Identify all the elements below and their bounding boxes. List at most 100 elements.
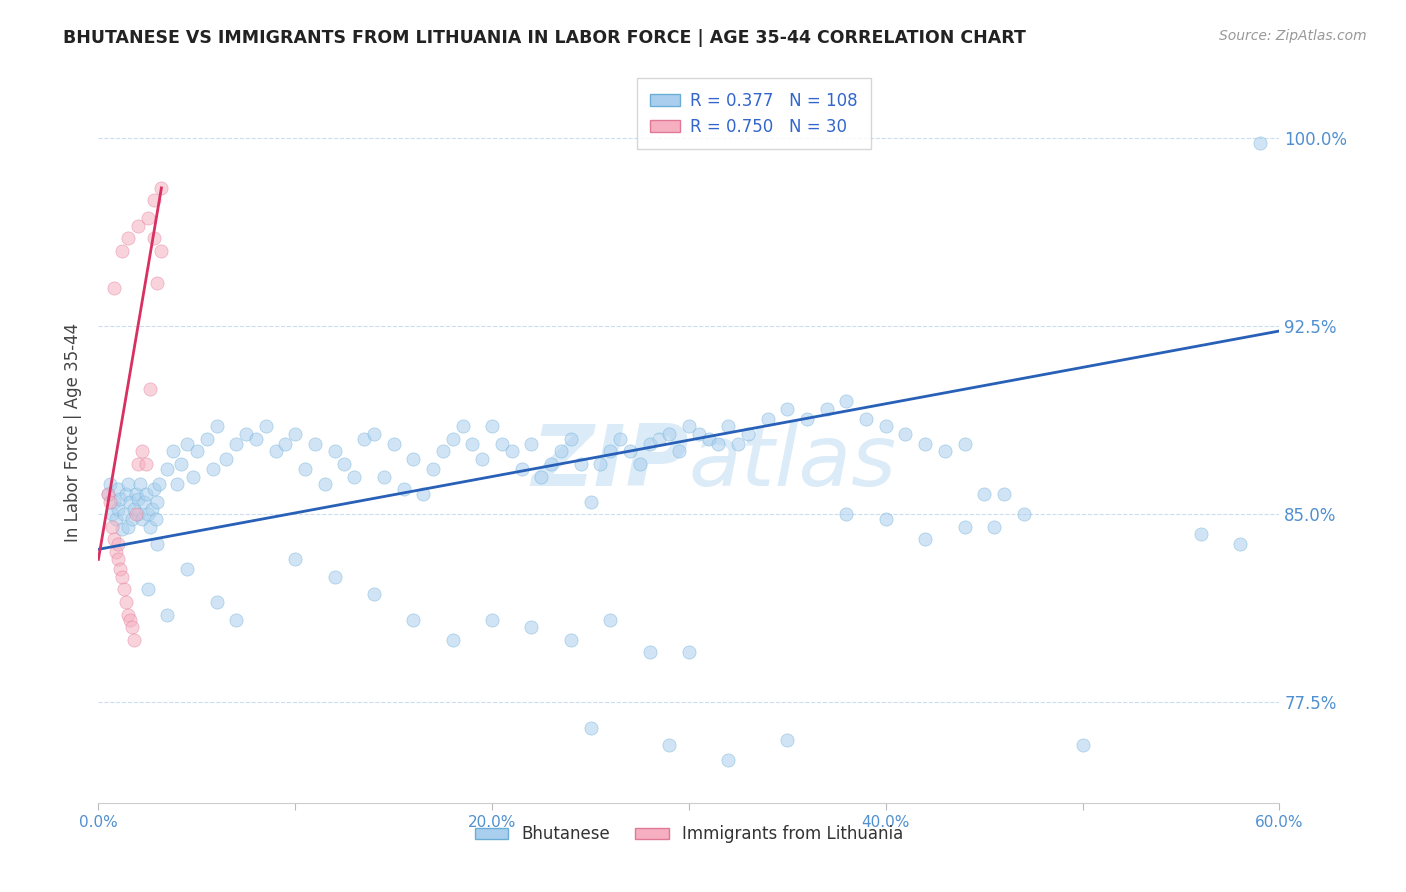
- Point: [225, 437, 247, 451]
- Point: [717, 753, 740, 767]
- Point: [111, 570, 134, 584]
- Point: [323, 570, 346, 584]
- Point: [678, 419, 700, 434]
- Point: [481, 419, 503, 434]
- Point: [756, 412, 779, 426]
- Point: [481, 613, 503, 627]
- Point: [363, 426, 385, 441]
- Point: [131, 512, 153, 526]
- Point: [560, 632, 582, 647]
- Point: [121, 620, 143, 634]
- Point: [638, 645, 661, 659]
- Point: [205, 595, 228, 609]
- Point: [176, 562, 198, 576]
- Point: [323, 444, 346, 458]
- Point: [142, 194, 165, 208]
- Point: [1249, 136, 1271, 150]
- Point: [245, 432, 267, 446]
- Point: [117, 607, 139, 622]
- Point: [382, 437, 405, 451]
- Text: ZIP: ZIP: [531, 421, 689, 504]
- Point: [142, 231, 165, 245]
- Point: [150, 244, 173, 258]
- Point: [128, 477, 150, 491]
- Point: [166, 477, 188, 491]
- Point: [796, 412, 818, 426]
- Point: [619, 444, 641, 458]
- Point: [127, 492, 149, 507]
- Point: [142, 482, 165, 496]
- Point: [353, 432, 375, 446]
- Point: [117, 231, 139, 245]
- Point: [127, 507, 149, 521]
- Point: [402, 613, 425, 627]
- Point: [107, 502, 129, 516]
- Point: [284, 552, 307, 566]
- Point: [894, 426, 917, 441]
- Point: [973, 487, 995, 501]
- Point: [776, 733, 799, 747]
- Point: [127, 219, 149, 233]
- Point: [225, 613, 247, 627]
- Point: [501, 444, 523, 458]
- Point: [101, 507, 124, 521]
- Point: [658, 738, 681, 752]
- Point: [145, 512, 167, 526]
- Point: [136, 507, 159, 521]
- Point: [530, 469, 553, 483]
- Point: [835, 507, 858, 521]
- Point: [135, 487, 157, 501]
- Point: [373, 469, 395, 483]
- Point: [107, 552, 129, 566]
- Point: [107, 482, 129, 496]
- Point: [105, 512, 128, 526]
- Point: [432, 444, 454, 458]
- Point: [441, 632, 464, 647]
- Point: [599, 444, 621, 458]
- Point: [135, 457, 157, 471]
- Point: [274, 437, 297, 451]
- Point: [491, 437, 513, 451]
- Point: [363, 587, 385, 601]
- Point: [609, 432, 631, 446]
- Point: [146, 494, 169, 508]
- Point: [914, 437, 936, 451]
- Point: [156, 607, 179, 622]
- Point: [727, 437, 749, 451]
- Point: [132, 494, 155, 508]
- Point: [648, 432, 671, 446]
- Point: [117, 520, 139, 534]
- Point: [678, 645, 700, 659]
- Point: [115, 487, 138, 501]
- Point: [98, 494, 121, 508]
- Point: [150, 181, 173, 195]
- Point: [983, 520, 1005, 534]
- Point: [314, 477, 336, 491]
- Point: [97, 487, 120, 501]
- Point: [560, 432, 582, 446]
- Point: [186, 444, 208, 458]
- Text: BHUTANESE VS IMMIGRANTS FROM LITHUANIA IN LABOR FORCE | AGE 35-44 CORRELATION CH: BHUTANESE VS IMMIGRANTS FROM LITHUANIA I…: [63, 29, 1026, 46]
- Point: [599, 613, 621, 627]
- Point: [127, 457, 149, 471]
- Point: [717, 419, 740, 434]
- Point: [103, 494, 125, 508]
- Point: [131, 444, 153, 458]
- Point: [136, 582, 159, 597]
- Point: [707, 437, 730, 451]
- Point: [953, 437, 976, 451]
- Point: [815, 401, 838, 416]
- Point: [111, 244, 134, 258]
- Point: [441, 432, 464, 446]
- Point: [1189, 527, 1212, 541]
- Point: [176, 437, 198, 451]
- Point: [136, 211, 159, 225]
- Point: [112, 582, 135, 597]
- Point: [112, 507, 135, 521]
- Point: [628, 457, 651, 471]
- Point: [141, 502, 163, 516]
- Point: [520, 437, 543, 451]
- Point: [589, 457, 612, 471]
- Point: [668, 444, 690, 458]
- Point: [392, 482, 415, 496]
